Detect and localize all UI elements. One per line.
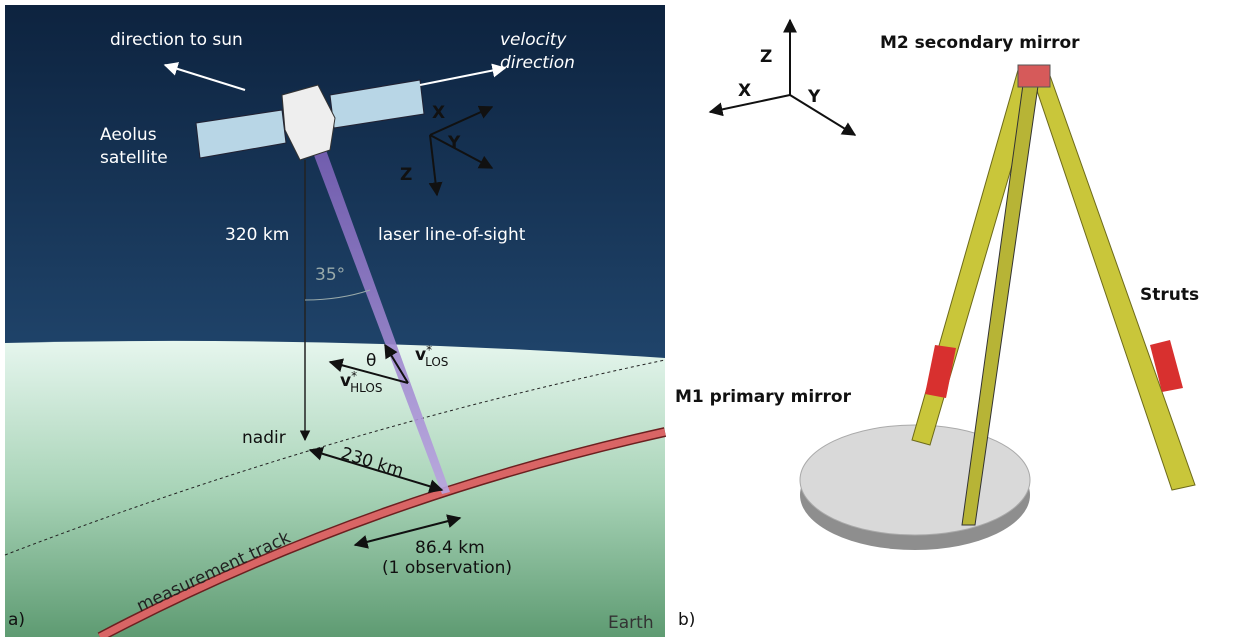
axis-x bbox=[429, 105, 494, 136]
symbol: v bbox=[415, 345, 426, 365]
strut-patch bbox=[925, 345, 956, 398]
axis-y-label: Y bbox=[807, 87, 821, 107]
sub: HLOS bbox=[350, 381, 382, 395]
strut-patch bbox=[1150, 340, 1183, 392]
axis-z bbox=[428, 134, 443, 197]
v-los-label: v* LOS bbox=[415, 343, 448, 369]
axis-y bbox=[789, 94, 857, 136]
laser-label: laser line-of-sight bbox=[378, 225, 526, 245]
m1-label: M1 primary mirror bbox=[675, 387, 852, 407]
satellite-label: satellite bbox=[100, 148, 168, 168]
hlos-arrow bbox=[328, 358, 409, 384]
velocity-label: velocity bbox=[500, 30, 567, 50]
panel-label: a) bbox=[8, 610, 25, 630]
sun-label: direction to sun bbox=[110, 30, 243, 50]
panel-label: b) bbox=[678, 610, 695, 630]
dashed-orbit bbox=[4, 359, 666, 556]
axis-z-label: Z bbox=[760, 47, 772, 67]
observation-arrow bbox=[353, 514, 462, 549]
altitude-label: 320 km bbox=[225, 225, 289, 245]
solar-panel bbox=[195, 109, 287, 159]
axis-x bbox=[708, 94, 791, 117]
los-arrow bbox=[384, 343, 409, 384]
angle-label: 35° bbox=[315, 265, 345, 285]
theta-label: θ bbox=[366, 351, 376, 371]
m2-mirror bbox=[1017, 64, 1051, 88]
earth bbox=[5, 340, 665, 637]
struts-label: Struts bbox=[1140, 285, 1199, 305]
m2-label: M2 secondary mirror bbox=[880, 33, 1080, 53]
axis-y-label: Y bbox=[447, 133, 461, 153]
axis-x-label: X bbox=[738, 81, 751, 101]
satellite-label: Aeolus bbox=[100, 125, 157, 145]
nadir-label: nadir bbox=[242, 428, 286, 448]
sup: * bbox=[426, 343, 432, 357]
earth-label: Earth bbox=[608, 613, 654, 633]
v-hlos-label: v* HLOS bbox=[340, 369, 382, 395]
laser-beam bbox=[312, 150, 450, 494]
sub: LOS bbox=[425, 355, 448, 369]
velocity-label: direction bbox=[500, 53, 575, 73]
m1-mirror bbox=[799, 424, 1031, 536]
observation-label: (1 observation) bbox=[382, 558, 512, 578]
panel-b: M2 secondary mirror Struts M1 primary mi… bbox=[675, 18, 1199, 630]
offset-arrow bbox=[308, 446, 444, 494]
panel-a: direction to sun velocity direction Aeol… bbox=[4, 5, 667, 637]
angle-arc bbox=[304, 289, 371, 301]
velocity-arrow bbox=[419, 63, 507, 86]
sun-arrow bbox=[163, 62, 246, 91]
strut bbox=[1029, 69, 1196, 491]
observation-label: 86.4 km bbox=[415, 538, 485, 558]
symbol: v bbox=[340, 371, 351, 391]
axis-y bbox=[429, 134, 494, 169]
satellite-body bbox=[281, 84, 336, 161]
axis-z-label: Z bbox=[400, 165, 412, 185]
sup: * bbox=[351, 369, 357, 383]
axis-x-label: X bbox=[432, 103, 445, 123]
